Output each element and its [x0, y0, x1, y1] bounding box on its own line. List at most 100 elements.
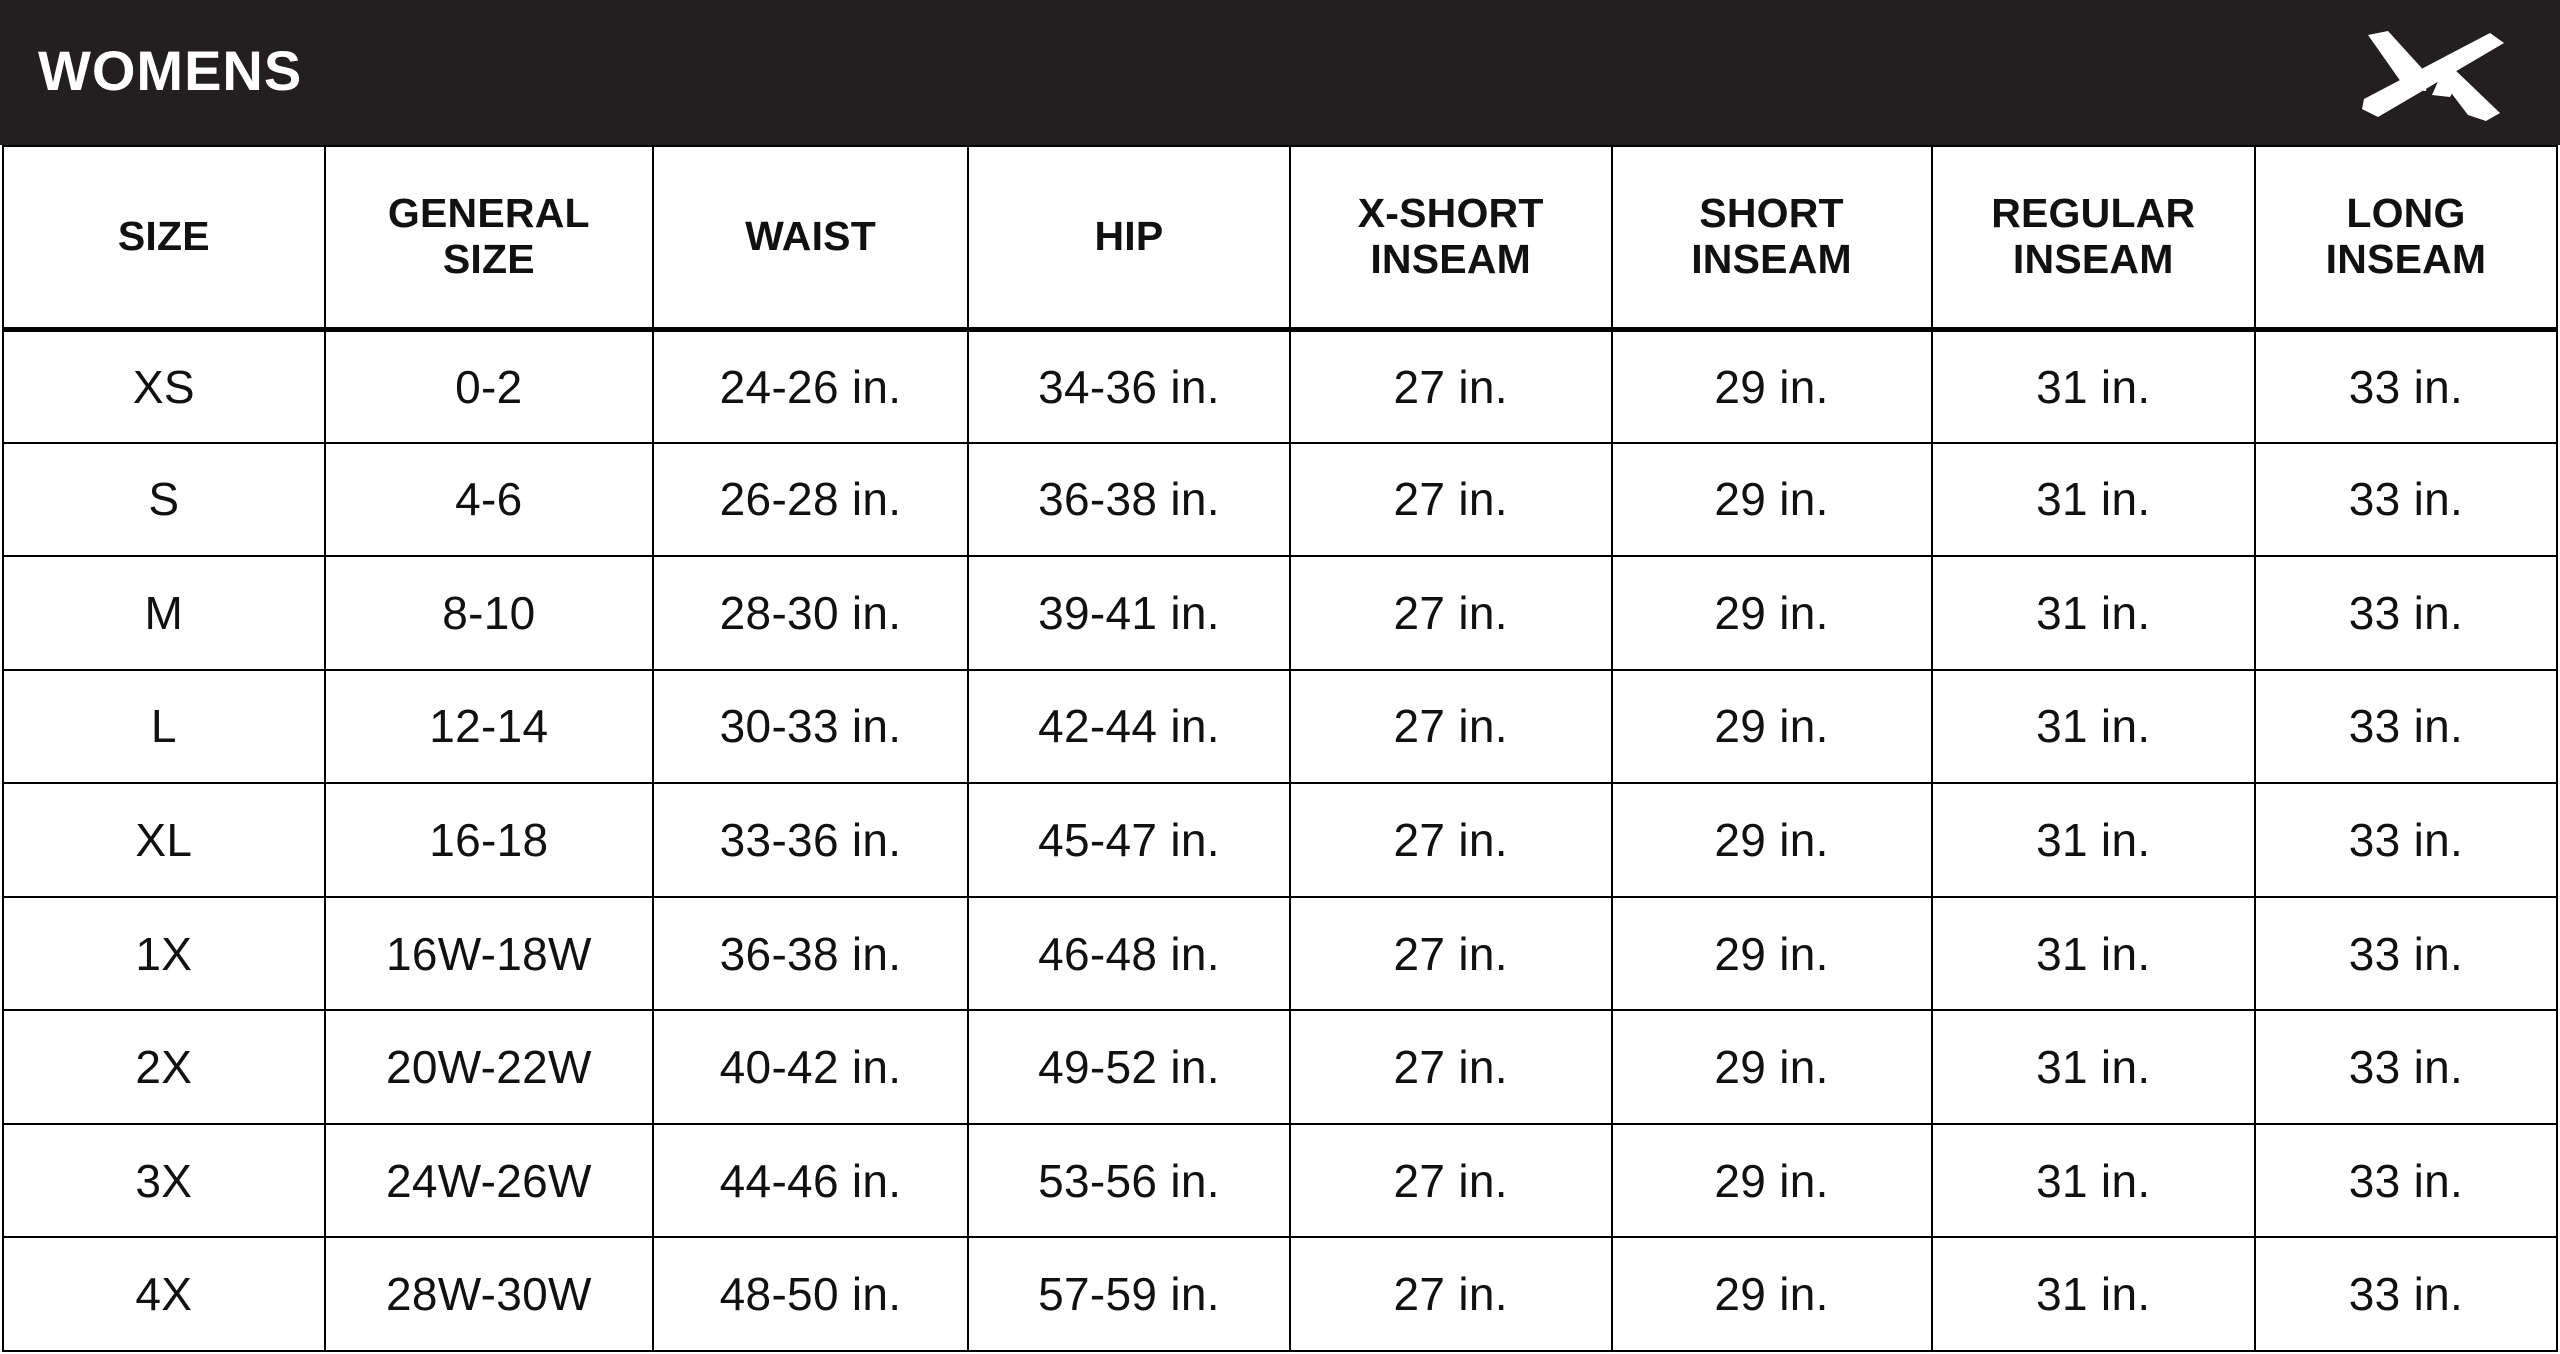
cell-waist: 26-28 in. — [651, 441, 970, 558]
cell-regular: 31 in. — [1930, 328, 2256, 444]
cell-xshort: 27 in. — [1288, 1236, 1613, 1352]
column-header-general-size-line-1: GENERAL — [387, 189, 590, 236]
cell-waist: 30-33 in. — [651, 668, 970, 785]
page-title: WOMENS — [38, 38, 303, 102]
cell-general: 0-2 — [323, 328, 654, 444]
cell-long: 33 in. — [2253, 1236, 2559, 1352]
cell-regular: 31 in. — [1930, 1236, 2256, 1352]
cell-size: XS — [2, 328, 326, 444]
column-header-general-size-line-2: SIZE — [442, 235, 535, 282]
cell-regular: 31 in. — [1930, 668, 2256, 785]
table-row: XS 0-2 24-26 in. 34-36 in. 27 in. 29 in. 31 in… — [2, 328, 2559, 444]
table-row: S 4-6 26-28 in. 36-38 in. 27 in. 29 in. 31 in.… — [2, 441, 2559, 558]
cell-long: 33 in. — [2253, 782, 2559, 898]
cell-short: 29 in. — [1610, 1009, 1933, 1125]
column-header-short-inseam-line-2: INSEAM — [1691, 235, 1852, 282]
cell-short: 29 in. — [1610, 555, 1933, 671]
cell-short: 29 in. — [1610, 1236, 1933, 1352]
page-banner: WOMENS — [0, 0, 2560, 145]
column-header-general-size: GENERAL SIZE — [323, 145, 654, 332]
cell-waist: 48-50 in. — [651, 1236, 970, 1352]
womens-size-table: SIZE GENERAL SIZE WAIST HIP X-SHORT INSE — [2, 145, 2559, 1352]
cell-short: 29 in. — [1610, 1122, 1933, 1239]
cell-waist: 44-46 in. — [651, 1122, 970, 1239]
table-body: XS 0-2 24-26 in. 34-36 in. 27 in. 29 in. 31 in… — [2, 328, 2559, 1352]
column-header-size: SIZE — [2, 145, 326, 332]
cell-regular: 31 in. — [1930, 1009, 2256, 1125]
table-row: M 8-10 28-30 in. 39-41 in. 27 in. 29 in. 31 in… — [2, 555, 2559, 671]
cell-hip: 36-38 in. — [967, 441, 1291, 558]
cell-long: 33 in. — [2253, 895, 2559, 1012]
cell-short: 29 in. — [1610, 782, 1933, 898]
cell-general: 20W-22W — [323, 1009, 654, 1125]
cell-short: 29 in. — [1610, 441, 1933, 558]
cell-hip: 39-41 in. — [967, 555, 1291, 671]
cell-hip: 42-44 in. — [967, 668, 1291, 785]
cell-hip: 34-36 in. — [967, 328, 1291, 444]
cell-short: 29 in. — [1610, 328, 1933, 444]
column-header-regular-inseam-line-2: INSEAM — [2012, 235, 2174, 282]
cell-regular: 31 in. — [1930, 441, 2256, 558]
cell-hip: 45-47 in. — [967, 782, 1291, 898]
cell-waist: 40-42 in. — [651, 1009, 970, 1125]
cell-waist: 24-26 in. — [651, 328, 970, 444]
column-header-xshort-inseam-line-1: X-SHORT — [1357, 189, 1544, 236]
table-row: 1X 16W-18W 36-38 in. 46-48 in. 27 in. 29 in. 3… — [2, 895, 2559, 1012]
column-header-short-inseam-line-1: SHORT — [1699, 189, 1844, 236]
cell-waist: 28-30 in. — [651, 555, 970, 671]
table-row: L 12-14 30-33 in. 42-44 in. 27 in. 29 in. 31 i… — [2, 668, 2559, 785]
column-header-hip: HIP — [967, 145, 1291, 332]
cell-regular: 31 in. — [1930, 1122, 2256, 1239]
cell-waist: 33-36 in. — [651, 782, 970, 898]
cell-xshort: 27 in. — [1288, 1009, 1613, 1125]
size-table-wrapper: SIZE GENERAL SIZE WAIST HIP X-SHORT INSE — [0, 145, 2560, 1354]
column-header-long-inseam-line-2: INSEAM — [2325, 235, 2487, 282]
cell-size: 4X — [2, 1236, 326, 1352]
cell-hip: 46-48 in. — [967, 895, 1291, 1012]
table-row: 4X 28W-30W 48-50 in. 57-59 in. 27 in. 29 in. 3… — [2, 1236, 2559, 1352]
mizuno-runbird-logo — [2344, 17, 2512, 129]
cell-regular: 31 in. — [1930, 782, 2256, 898]
cell-general: 16-18 — [323, 782, 654, 898]
cell-waist: 36-38 in. — [651, 895, 970, 1012]
column-header-short-inseam: SHORT INSEAM — [1610, 145, 1933, 332]
cell-size: M — [2, 555, 326, 671]
cell-size: 2X — [2, 1009, 326, 1125]
cell-general: 8-10 — [323, 555, 654, 671]
cell-long: 33 in. — [2253, 1009, 2559, 1125]
column-header-regular-inseam: REGULAR INSEAM — [1930, 145, 2256, 332]
cell-hip: 57-59 in. — [967, 1236, 1291, 1352]
cell-size: L — [2, 668, 326, 785]
cell-long: 33 in. — [2253, 441, 2559, 558]
cell-size: S — [2, 441, 326, 558]
cell-xshort: 27 in. — [1288, 555, 1613, 671]
column-header-waist: WAIST — [651, 145, 970, 332]
cell-xshort: 27 in. — [1288, 441, 1613, 558]
cell-hip: 49-52 in. — [967, 1009, 1291, 1125]
column-header-long-inseam: LONG INSEAM — [2253, 145, 2559, 332]
cell-general: 24W-26W — [323, 1122, 654, 1239]
cell-xshort: 27 in. — [1288, 328, 1613, 444]
column-header-xshort-inseam: X-SHORT INSEAM — [1288, 145, 1613, 332]
column-header-waist-line-1: WAIST — [745, 212, 876, 259]
cell-long: 33 in. — [2253, 555, 2559, 671]
cell-size: 1X — [2, 895, 326, 1012]
column-header-regular-inseam-line-1: REGULAR — [1991, 189, 2196, 236]
column-header-hip-line-1: HIP — [1094, 212, 1164, 259]
cell-xshort: 27 in. — [1288, 782, 1613, 898]
cell-xshort: 27 in. — [1288, 668, 1613, 785]
cell-general: 12-14 — [323, 668, 654, 785]
table-header: SIZE GENERAL SIZE WAIST HIP X-SHORT INSE — [2, 145, 2559, 332]
cell-regular: 31 in. — [1930, 555, 2256, 671]
cell-general: 16W-18W — [323, 895, 654, 1012]
cell-size: 3X — [2, 1122, 326, 1239]
table-header-row: SIZE GENERAL SIZE WAIST HIP X-SHORT INSE — [2, 145, 2559, 332]
cell-size: XL — [2, 782, 326, 898]
column-header-long-inseam-line-1: LONG — [2346, 189, 2466, 236]
column-header-size-line-1: SIZE — [117, 212, 210, 259]
table-row: 3X 24W-26W 44-46 in. 53-56 in. 27 in. 29 in. 3… — [2, 1122, 2559, 1239]
cell-general: 4-6 — [323, 441, 654, 558]
cell-regular: 31 in. — [1930, 895, 2256, 1012]
cell-short: 29 in. — [1610, 668, 1933, 785]
